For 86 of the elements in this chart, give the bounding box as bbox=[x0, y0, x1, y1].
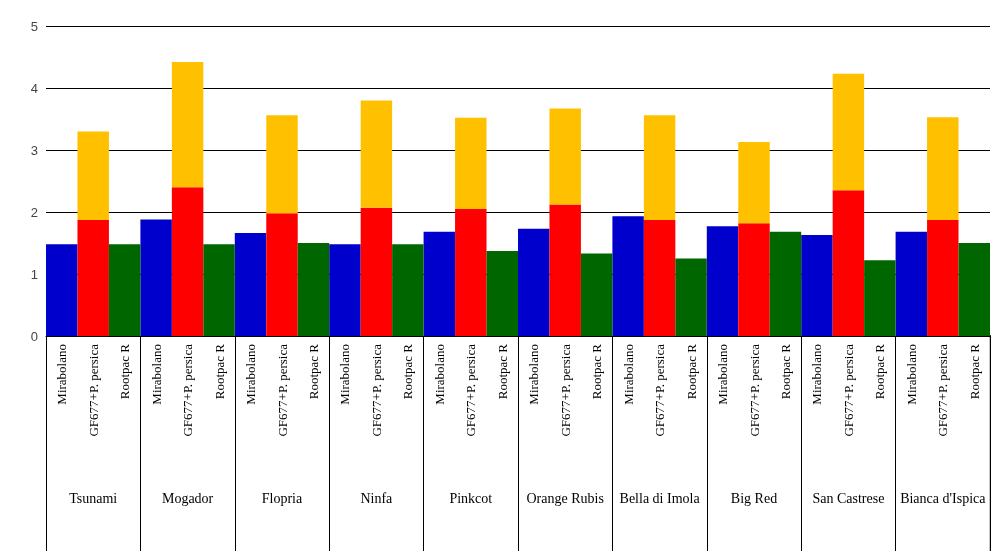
text: Bianca d'Ispica bbox=[900, 490, 987, 506]
bar bbox=[738, 141, 770, 224]
bar bbox=[643, 220, 676, 336]
bar bbox=[832, 190, 865, 336]
x-tick-label: Rootpac R bbox=[683, 343, 699, 400]
bar bbox=[423, 231, 456, 336]
bar bbox=[643, 115, 676, 221]
x-tick-label: GF677+P. persica bbox=[840, 343, 856, 437]
x-tick-label: Mirabolano bbox=[903, 344, 919, 405]
x-tick-label: GF677+P. persica bbox=[368, 343, 384, 437]
bar bbox=[266, 213, 298, 336]
bar bbox=[392, 244, 424, 336]
bar bbox=[927, 117, 959, 221]
bar bbox=[486, 251, 518, 336]
y-tick-label: 0 bbox=[30, 328, 38, 344]
y-tick-label: 1 bbox=[30, 266, 38, 282]
text: Bella di Imola bbox=[619, 490, 701, 506]
text: Big Red bbox=[730, 490, 778, 506]
x-tick-label: Mirabolano bbox=[243, 344, 259, 405]
bar bbox=[958, 243, 990, 336]
bar bbox=[297, 243, 330, 336]
x-tick-label: GF677+P. persica bbox=[746, 343, 762, 437]
bar bbox=[738, 223, 770, 336]
text: Tsunami bbox=[69, 490, 118, 506]
bar bbox=[801, 234, 833, 336]
bar bbox=[171, 61, 204, 188]
bar bbox=[455, 117, 487, 209]
bar bbox=[675, 258, 707, 336]
x-tick-label: GF677+P. persica bbox=[935, 343, 951, 437]
bar bbox=[549, 108, 581, 205]
text: Mogador bbox=[161, 490, 214, 506]
x-tick-label: Mirabolano bbox=[620, 344, 636, 405]
bar bbox=[360, 100, 393, 208]
x-tick-label: Mirabolano bbox=[54, 344, 70, 405]
x-tick-label: GF677+P. persica bbox=[85, 343, 101, 437]
x-tick-label: Rootpac R bbox=[777, 343, 793, 400]
x-tick-label: Mirabolano bbox=[809, 344, 825, 405]
bar bbox=[329, 244, 361, 336]
x-tick-label: Mirabolano bbox=[148, 344, 164, 405]
x-tick-label: Mirabolano bbox=[431, 344, 447, 405]
bar bbox=[77, 131, 109, 221]
x-tick-label: Rootpac R bbox=[211, 343, 227, 400]
bar bbox=[266, 115, 298, 214]
x-tick-label: Mirabolano bbox=[526, 344, 542, 405]
x-tick-label: GF677+P. persica bbox=[274, 343, 290, 437]
bar bbox=[234, 233, 267, 336]
x-tick-label: Rootpac R bbox=[305, 343, 321, 400]
text: Ninfa bbox=[360, 490, 394, 506]
x-tick-label: Rootpac R bbox=[117, 343, 133, 400]
bar bbox=[895, 231, 928, 336]
text: Orange Rubis bbox=[526, 490, 604, 506]
bar bbox=[612, 216, 644, 336]
bar bbox=[832, 73, 865, 191]
text: San Castrese bbox=[812, 490, 885, 506]
y-tick-label: 3 bbox=[30, 142, 38, 158]
x-tick-label: GF677+P. persica bbox=[652, 343, 668, 437]
bar bbox=[580, 253, 613, 336]
x-tick-label: Rootpac R bbox=[589, 343, 605, 400]
bar bbox=[203, 244, 235, 336]
x-tick-label: GF677+P. persica bbox=[557, 343, 573, 437]
y-tick-label: 5 bbox=[30, 18, 38, 34]
x-tick-label: Mirabolano bbox=[337, 344, 353, 405]
x-tick-label: GF677+P. persica bbox=[180, 343, 196, 437]
x-tick-label: Rootpac R bbox=[872, 343, 888, 400]
bar bbox=[77, 220, 109, 336]
bar bbox=[549, 204, 581, 336]
bar bbox=[455, 208, 487, 336]
x-tick-label: Mirabolano bbox=[715, 344, 731, 405]
bar bbox=[518, 228, 550, 336]
bar bbox=[171, 187, 204, 336]
bar bbox=[864, 260, 896, 336]
bar bbox=[927, 220, 959, 336]
x-tick-label: Rootpac R bbox=[966, 343, 982, 400]
bar bbox=[140, 219, 172, 336]
x-tick-label: GF677+P. persica bbox=[463, 343, 479, 437]
bar bbox=[706, 226, 739, 336]
text: Pinkcot bbox=[449, 490, 493, 506]
bar bbox=[108, 244, 141, 336]
x-tick-label: Rootpac R bbox=[494, 343, 510, 400]
text: Flopria bbox=[261, 490, 303, 506]
y-tick-label: 2 bbox=[30, 204, 38, 220]
y-tick-label: 4 bbox=[30, 80, 38, 96]
bar bbox=[769, 231, 802, 336]
bar bbox=[360, 207, 393, 336]
x-tick-label: Rootpac R bbox=[400, 343, 416, 400]
bar bbox=[46, 244, 78, 336]
